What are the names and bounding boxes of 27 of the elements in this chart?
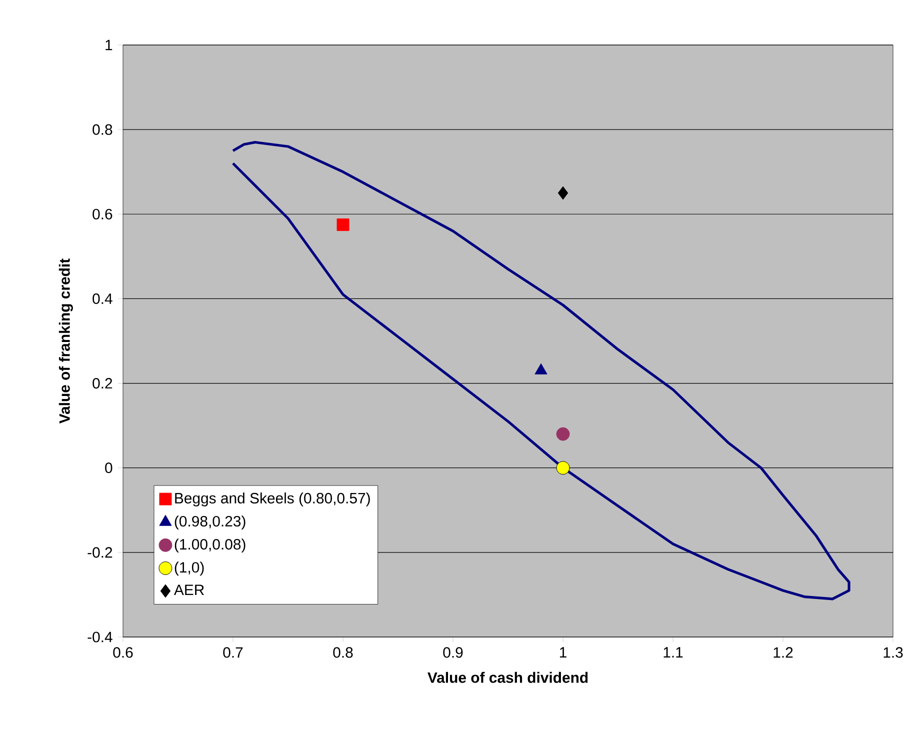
legend-label: Beggs and Skeels (0.80,0.57) <box>175 492 370 506</box>
point <box>558 186 568 200</box>
y-tick-label: 0.8 <box>92 124 112 135</box>
legend-label: AER <box>174 584 204 596</box>
point <box>336 218 350 231</box>
x-tick-label: 0.6 <box>113 647 133 658</box>
y-tick-label: -0.4 <box>88 632 112 642</box>
y-tick-label: 0 <box>105 462 112 474</box>
x-tick-label: 0.9 <box>443 647 463 658</box>
legend-label: (1.00,0.08) <box>174 538 246 553</box>
x-tick-label: 1 <box>560 647 566 658</box>
x-tick-label: 0.7 <box>223 647 243 658</box>
point <box>556 427 570 441</box>
x-axis-title: Value of cash dividend <box>428 672 588 683</box>
legend-label: (1,0) <box>174 562 204 576</box>
x-tick-label: 1.2 <box>774 647 793 658</box>
legend-label: (0.98,0.23) <box>174 516 246 530</box>
point <box>556 461 570 475</box>
x-tick-label: 0.8 <box>333 647 353 658</box>
y-axis-title: Value of franking credit <box>58 258 73 424</box>
y-tick-label: 0.4 <box>92 293 112 304</box>
y-tick-label: -0.2 <box>88 547 112 558</box>
x-tick-label: 1.3 <box>884 647 903 658</box>
y-tick-label: 0.6 <box>92 208 112 220</box>
x-tick-label: 1.1 <box>664 647 683 658</box>
y-tick-label: 1 <box>106 40 112 50</box>
y-tick-label: 0.2 <box>92 378 112 389</box>
